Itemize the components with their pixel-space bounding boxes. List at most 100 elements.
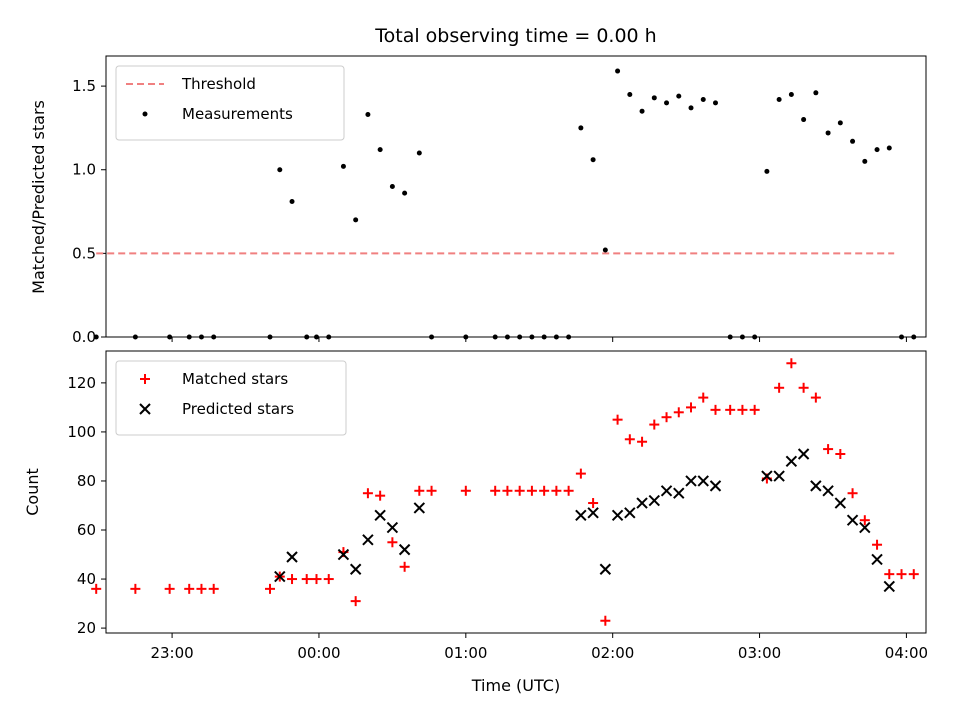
legend-box: [115, 360, 347, 436]
matched-star-point: [661, 412, 672, 423]
cross-b: [587, 507, 599, 519]
y-tick-label: 1.5: [72, 77, 96, 95]
y-tick-label: 80: [77, 472, 96, 490]
cross-b: [286, 551, 298, 563]
measurement-point: [664, 100, 670, 106]
predicted-star-point: [587, 507, 599, 519]
predicted-star-point: [611, 509, 624, 522]
measurement-point: [788, 91, 794, 97]
predicted-star-point: [349, 563, 362, 575]
bottom-plot: 23:00 00:00 01:00 02:00 03:00 04:00 20 40 60 80 10…: [67, 350, 928, 662]
measurement-point: [639, 108, 645, 114]
predicted-star-point: [386, 521, 399, 534]
matched-star-point: [414, 485, 425, 496]
matched-star-point: [514, 485, 525, 496]
measurement-point: [688, 105, 694, 111]
legend-label: Matched stars: [182, 370, 288, 388]
cross-b: [761, 470, 773, 482]
predicted-star-point: [834, 497, 847, 509]
x-tick-label: 01:00: [444, 644, 487, 662]
matched-star-point: [847, 488, 858, 499]
matched-star-point: [362, 488, 373, 499]
x-tick-label: 00:00: [297, 644, 340, 662]
measurement-point: [402, 190, 408, 196]
matched-star-point: [551, 485, 562, 496]
measurement-point: [615, 68, 621, 74]
measurement-point: [700, 96, 706, 102]
matched-star-point: [884, 569, 895, 580]
matched-star-point: [301, 574, 312, 585]
predicted-star-point: [761, 470, 773, 482]
y-tick-label: 100: [67, 423, 96, 441]
plot-frame: [105, 350, 927, 634]
measurement-point: [365, 112, 371, 118]
predicted-star-point: [362, 534, 374, 546]
matched-star-point: [196, 583, 207, 594]
x-tick-label: 02:00: [591, 644, 634, 662]
measurement-point: [825, 130, 831, 136]
predicted-star-point: [624, 507, 636, 519]
cross-b: [362, 534, 374, 546]
matched-star-point: [350, 596, 361, 607]
matched-star-point: [563, 485, 574, 496]
top-y-axis-label: Matched/Predicted stars: [29, 100, 48, 294]
measurement-point: [712, 100, 718, 106]
measurement-point: [627, 91, 633, 97]
cross-b: [822, 485, 834, 497]
predicted-star-point: [785, 455, 798, 468]
cross-b: [337, 548, 350, 561]
matched-star-point: [91, 583, 102, 594]
cross-b: [660, 485, 673, 497]
predicted-star-point: [773, 470, 785, 482]
measurement-point: [340, 163, 346, 169]
legend-label: Measurements: [182, 105, 293, 123]
measurement-point: [813, 90, 819, 96]
matched-star-point: [774, 382, 785, 393]
predicted-star-point: [883, 580, 895, 593]
cross-b: [349, 563, 362, 575]
predicted-star-point: [274, 570, 286, 583]
measurement-point: [764, 168, 770, 174]
predicted-star-point: [685, 475, 697, 487]
predicted-star-point: [636, 497, 648, 509]
predicted-star-point: [797, 448, 810, 460]
matched-star-point: [737, 404, 748, 415]
predicted-star-point: [859, 521, 871, 534]
matched-star-point: [575, 468, 586, 479]
measurement-point: [862, 158, 868, 164]
measurement-point: [837, 120, 843, 126]
matched-star-point: [208, 583, 219, 594]
cross-b: [834, 497, 847, 509]
predicted-star-point: [673, 487, 685, 499]
measurement-point: [377, 147, 383, 153]
top-plot: 0.0 0.5 1.0 1.5 Threshold Measurements: [72, 55, 927, 346]
predicted-star-point: [822, 485, 834, 497]
predicted-star-point: [337, 548, 350, 561]
predicted-star-point: [846, 514, 859, 526]
measurement-point: [590, 157, 596, 163]
matched-star-point: [526, 485, 537, 496]
matched-star-point: [323, 574, 334, 585]
measurement-point: [874, 147, 880, 153]
measurement-point: [801, 117, 807, 123]
matched-star-point: [637, 436, 648, 447]
y-tick-label: 120: [67, 374, 96, 392]
matched-star-point: [835, 448, 846, 459]
matched-star-point: [624, 434, 635, 445]
cross-b: [773, 470, 785, 482]
matched-star-point: [600, 615, 611, 626]
cross-b: [636, 497, 648, 509]
legend-label: Predicted stars: [182, 400, 294, 418]
matched-star-point: [502, 485, 513, 496]
measurement-point: [602, 247, 608, 253]
cross-b: [797, 448, 810, 460]
cross-b: [575, 509, 587, 522]
matched-star-point: [426, 485, 437, 496]
measurement-point: [676, 93, 682, 99]
measurement-point: [651, 95, 657, 101]
matched-star-point: [896, 569, 907, 580]
matched-star-point: [588, 498, 599, 509]
matched-star-point: [725, 404, 736, 415]
matched-star-point: [698, 392, 709, 403]
